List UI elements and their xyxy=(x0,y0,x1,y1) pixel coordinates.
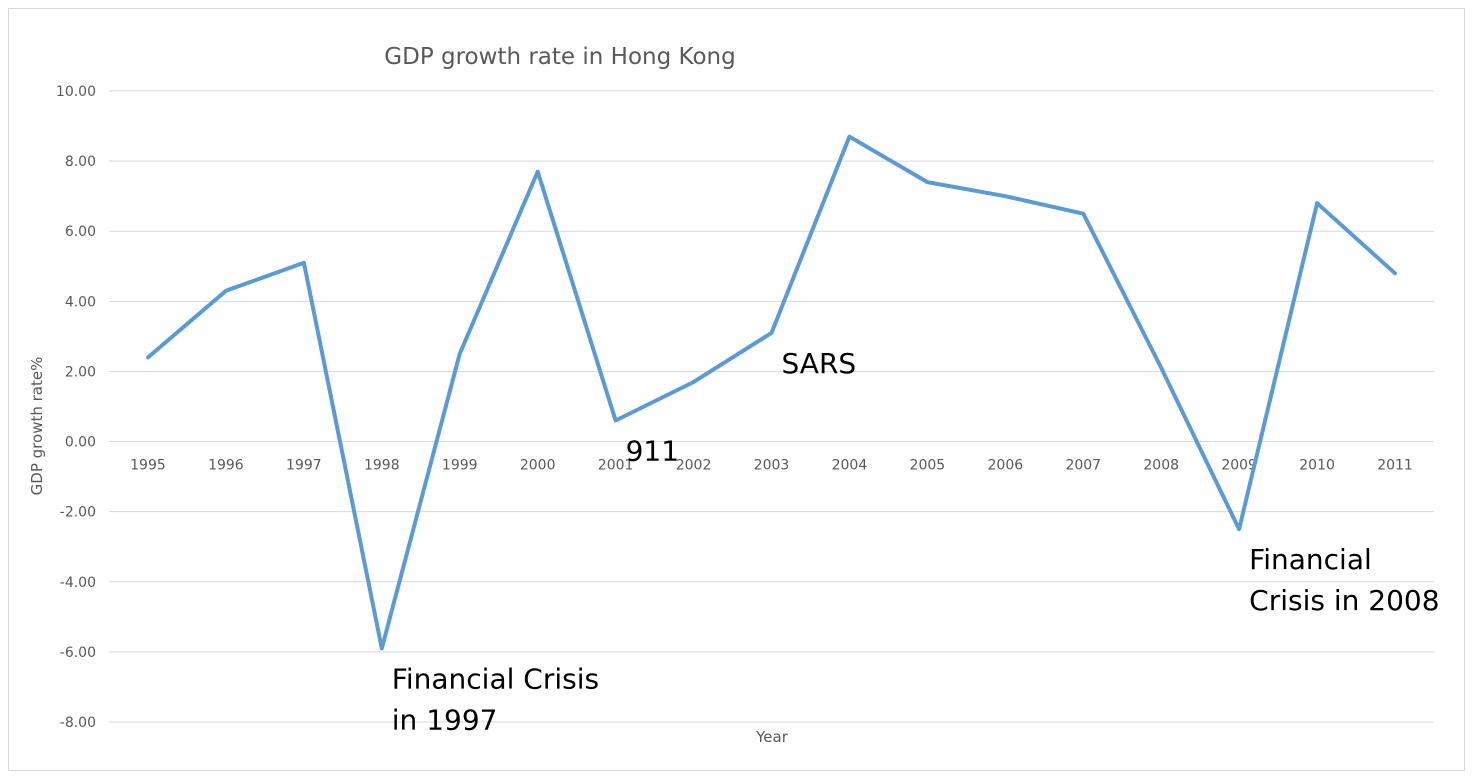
x-axis-label: Year xyxy=(755,728,789,746)
x-tick-label: 2001 xyxy=(598,458,634,474)
x-tick-label: 1997 xyxy=(286,458,322,474)
annotations: Financial Crisis in 1997 911 SARS Financial C… xyxy=(392,347,1440,737)
x-tick-label: 2008 xyxy=(1143,458,1179,474)
series xyxy=(146,134,1397,651)
x-tick-label: 2009 xyxy=(1221,458,1257,474)
line-chart: -8.00 -6.00 -4.00 -2.00 0.00 2.00 4.00 6.00 8.00… xyxy=(28,44,1440,746)
x-tick-label: 2000 xyxy=(520,458,556,474)
annotation-label: Financial Crisis in 2008 xyxy=(1249,543,1439,617)
y-tick-labels: -8.00 -6.00 -4.00 -2.00 0.00 2.00 4.00 6.00 8.00… xyxy=(56,84,96,731)
y-tick-label: -6.00 xyxy=(60,645,96,661)
y-tick-label: 0.00 xyxy=(65,435,96,451)
chart-title: GDP growth rate in Hong Kong xyxy=(384,44,735,70)
y-tick-label: 8.00 xyxy=(65,154,96,170)
y-tick-label: -8.00 xyxy=(60,715,96,731)
x-tick-label: 1995 xyxy=(130,458,166,474)
y-tick-label: -4.00 xyxy=(60,575,96,591)
x-tick-label: 2007 xyxy=(1065,458,1101,474)
y-tick-label: 10.00 xyxy=(56,84,96,100)
annotation-label: 911 xyxy=(626,435,679,468)
x-tick-labels: 1995 1996 1997 1998 1999 2000 2001 2002 2003 2004… xyxy=(130,458,1413,474)
x-tick-label: 1999 xyxy=(442,458,478,474)
annotation-label: SARS xyxy=(782,347,857,380)
y-axis-label: GDP growth rate% xyxy=(28,357,46,496)
x-tick-label: 1998 xyxy=(364,458,400,474)
y-tick-label: 6.00 xyxy=(65,224,96,240)
annotation-label: Financial Crisis in 1997 xyxy=(392,662,599,736)
chart-frame: -8.00 -6.00 -4.00 -2.00 0.00 2.00 4.00 6.00 8.00… xyxy=(8,8,1465,771)
y-tick-label: 4.00 xyxy=(65,294,96,310)
x-tick-label: 2002 xyxy=(676,458,712,474)
gridlines xyxy=(109,90,1434,723)
x-tick-label: 2011 xyxy=(1377,458,1413,474)
y-tick-label: 2.00 xyxy=(65,364,96,380)
x-tick-label: 2003 xyxy=(754,458,790,474)
x-tick-label: 2006 xyxy=(988,458,1024,474)
series-line xyxy=(146,134,1397,651)
x-tick-label: 2005 xyxy=(910,458,946,474)
x-tick-label: 1996 xyxy=(208,458,244,474)
x-tick-label: 2004 xyxy=(832,458,868,474)
y-tick-label: -2.00 xyxy=(60,505,96,521)
x-tick-label: 2010 xyxy=(1299,458,1335,474)
